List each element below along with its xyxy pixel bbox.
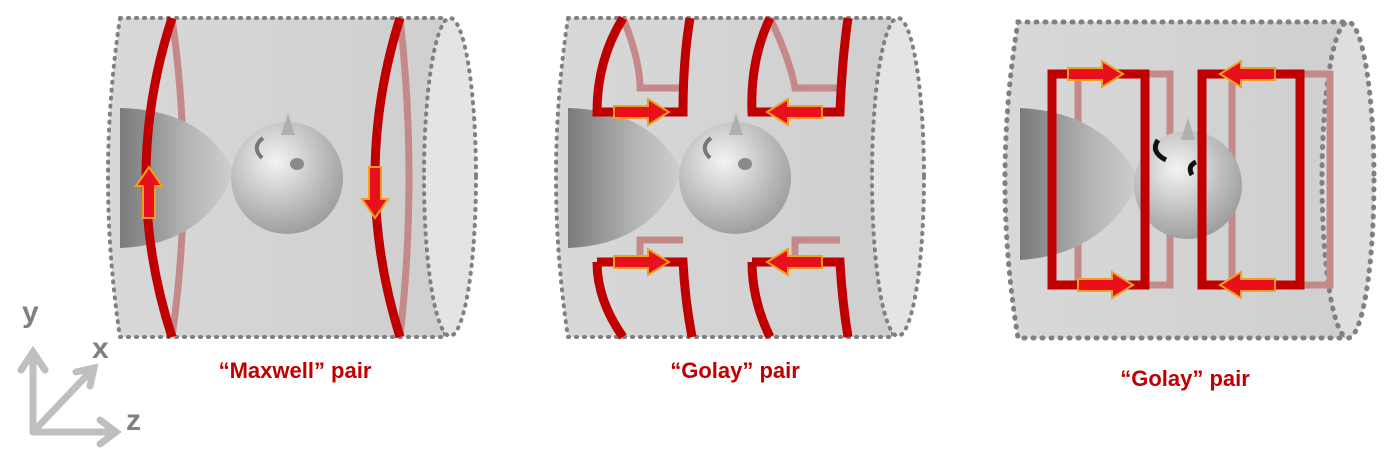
current-arrow-down — [360, 166, 390, 220]
saddle-coil-bottom-left — [592, 257, 697, 340]
caption-golay-saddle: “Golay” pair — [670, 358, 800, 383]
current-arrow-left — [1218, 270, 1276, 300]
x-axis-line — [29, 368, 94, 436]
current-arrow-right — [613, 247, 671, 277]
coil-loop-back — [396, 17, 413, 338]
axes-glyph — [17, 345, 122, 448]
golay-saddle-panel — [554, 15, 926, 340]
axis-label-x: x — [92, 332, 109, 365]
current-arrow-right — [1067, 59, 1125, 89]
current-arrow-up — [134, 165, 164, 219]
caption-maxwell: “Maxwell” pair — [218, 358, 372, 383]
current-arrow-left — [765, 247, 823, 277]
caption-golay-rect: “Golay” pair — [1120, 366, 1250, 391]
current-arrow-left — [1218, 59, 1276, 89]
x-axis-arrowhead — [72, 363, 99, 390]
current-arrow-right — [613, 97, 671, 127]
saddle-coil-bottom-right — [747, 257, 853, 339]
current-arrow-right — [1077, 270, 1135, 300]
axis-label-z: z — [126, 404, 141, 437]
z-axis-arrowhead — [96, 416, 122, 448]
golay-rect-panel — [1002, 19, 1377, 341]
current-arrow-left — [765, 97, 823, 127]
y-axis-arrowhead — [17, 345, 49, 374]
maxwell-panel — [106, 16, 478, 339]
saddle-coil-top-left — [592, 15, 695, 117]
axis-label-y: y — [22, 296, 39, 329]
phantom — [568, 108, 791, 248]
